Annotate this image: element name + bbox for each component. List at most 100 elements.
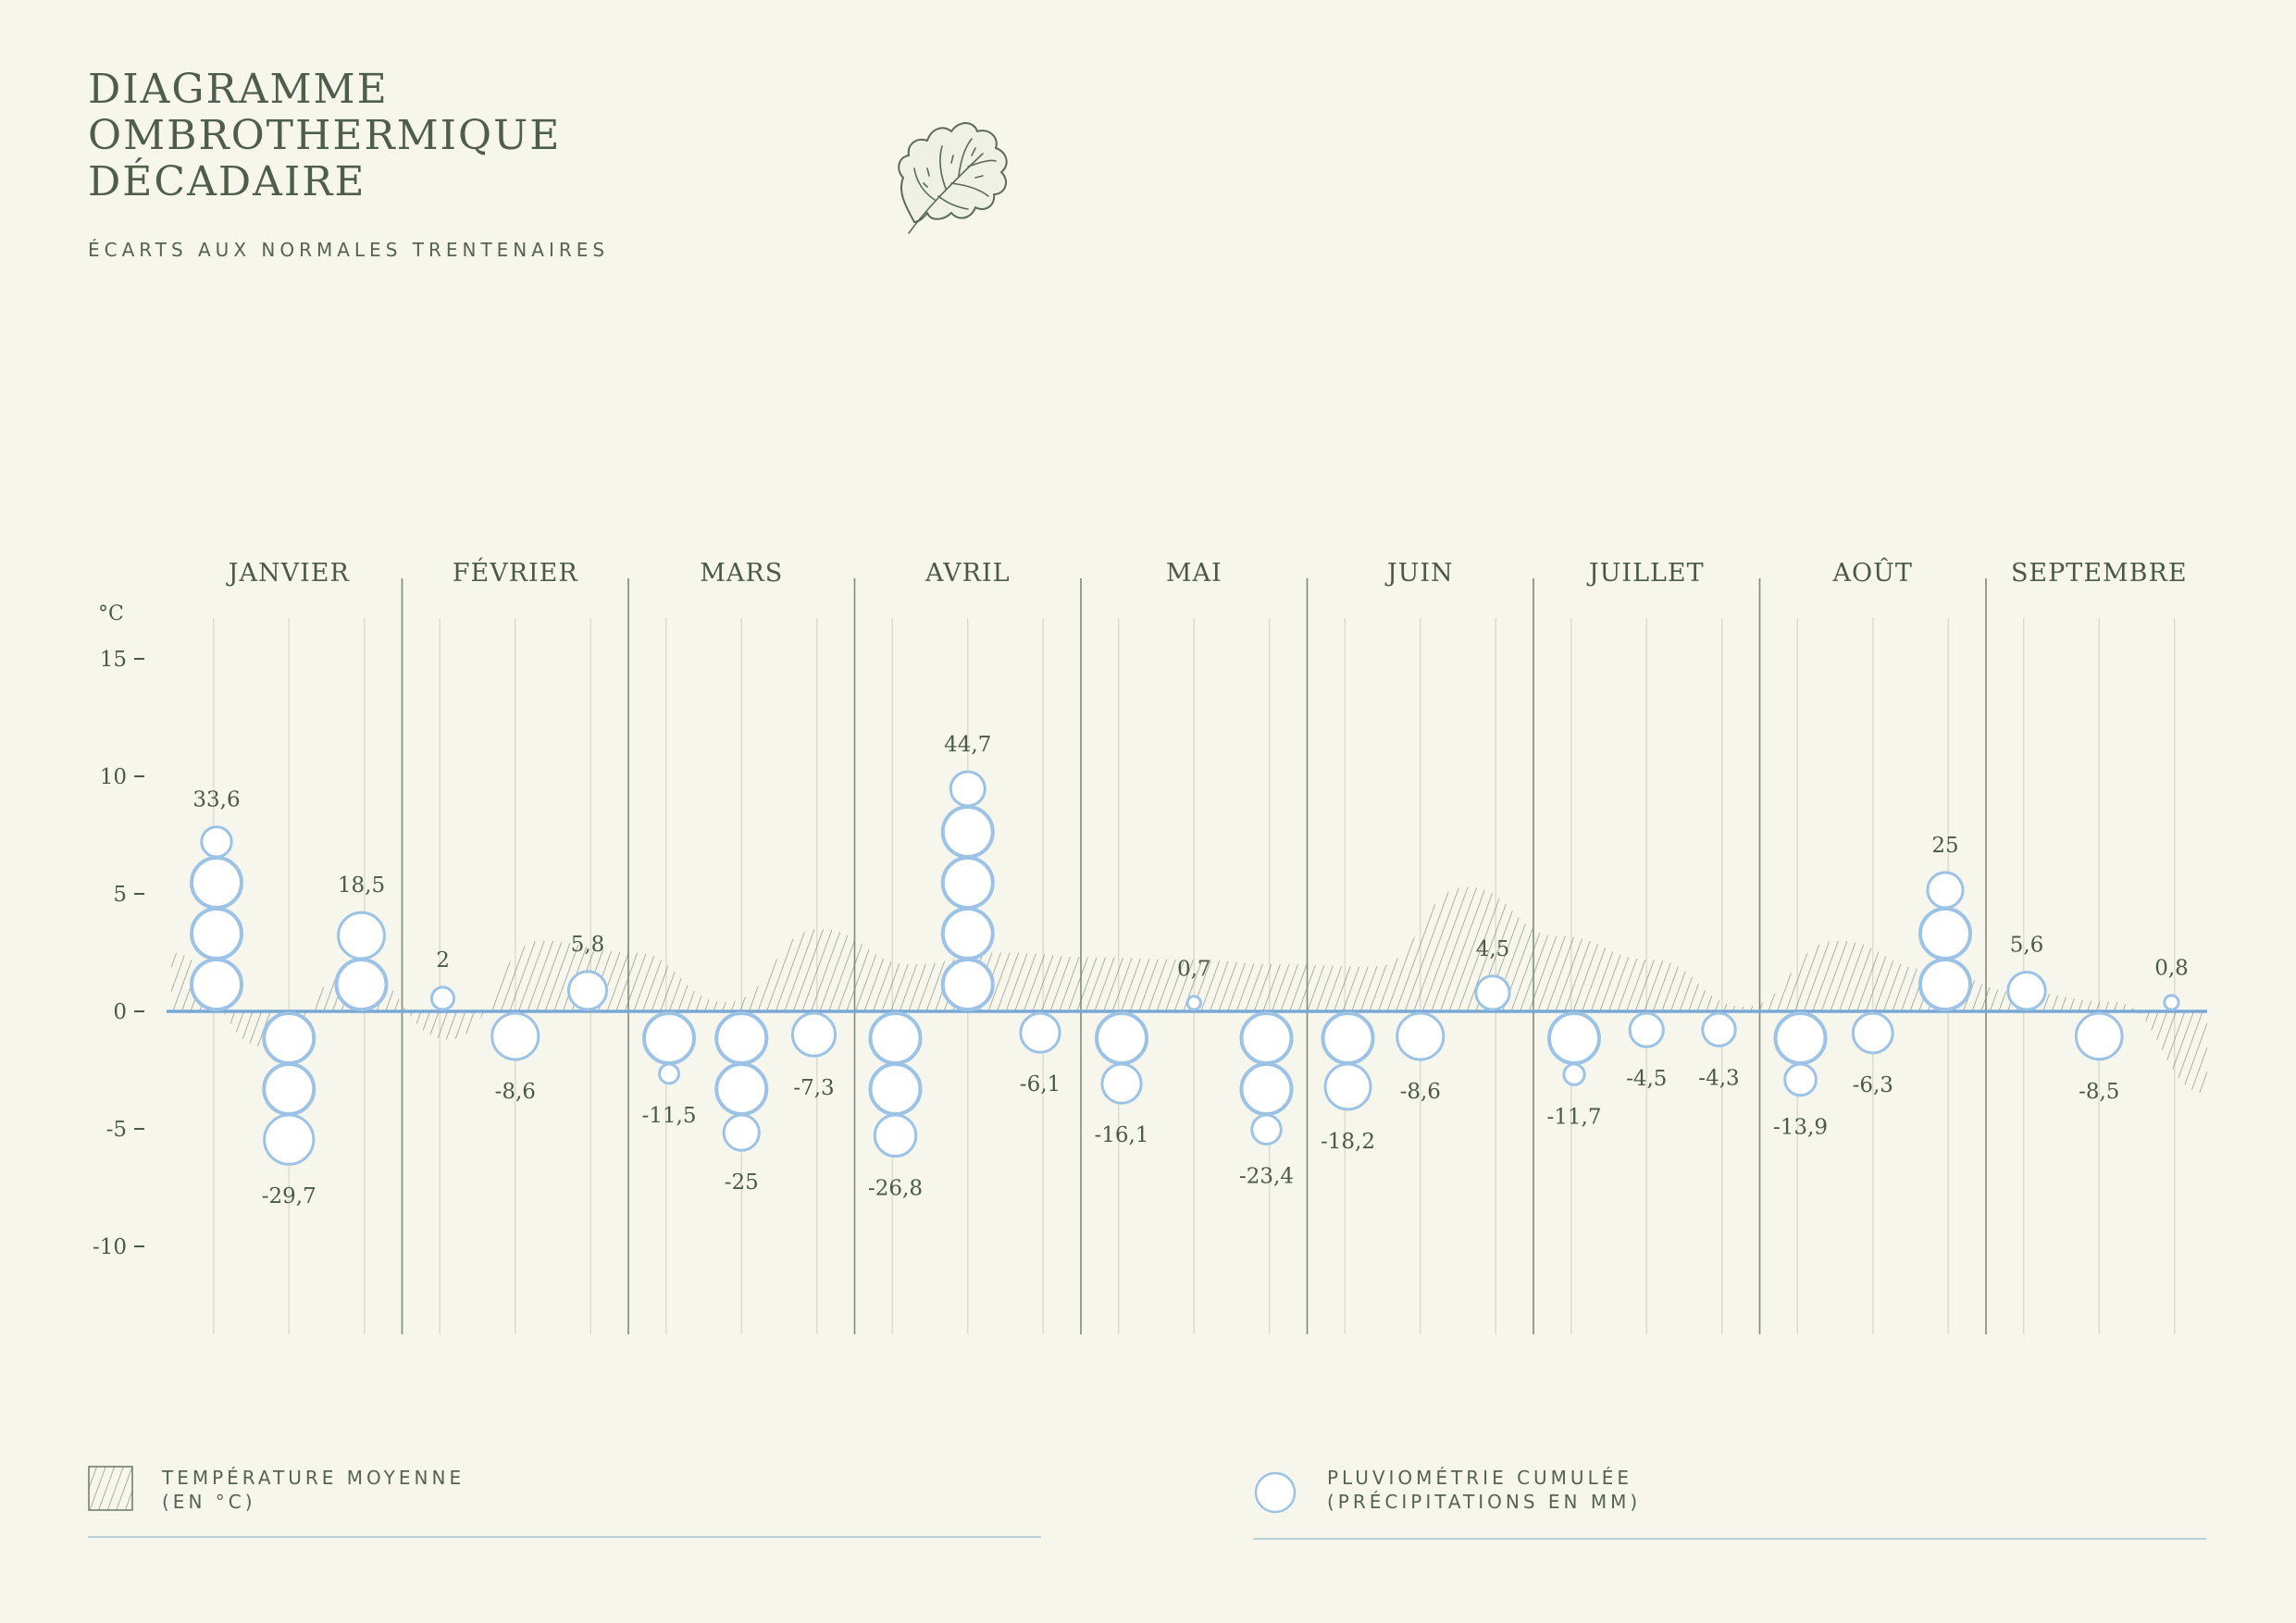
precipitation-bubble (263, 1113, 316, 1166)
precipitation-bubble (1100, 1062, 1143, 1105)
precipitation-bubble (200, 825, 233, 859)
precipitation-stack (1185, 995, 1202, 1011)
precipitation-bubble (1917, 958, 1972, 1011)
precipitation-stack (868, 1011, 923, 1158)
precipitation-bubble (1323, 1062, 1372, 1111)
precipitation-value-label: 5,8 (571, 933, 605, 957)
precipitation-value-label: 44,7 (944, 733, 991, 757)
precipitation-bubble (722, 1113, 761, 1152)
legend-line-text: PLUVIOMÉTRIE CUMULÉE (1327, 1467, 1632, 1489)
precipitation-stack (1019, 1011, 1061, 1054)
precipitation-bubble (262, 1062, 316, 1116)
legend-line-text: TEMPÉRATURE MOYENNE (162, 1467, 465, 1489)
y-axis-unit: °C (98, 602, 124, 626)
precipitation-bubble (1701, 1011, 1737, 1047)
precipitation-value-label: -8,6 (495, 1080, 536, 1104)
precipitation-stack (940, 770, 995, 1011)
leaf-icon (898, 122, 1008, 234)
precipitation-value-label: -4,3 (1698, 1066, 1739, 1090)
temperature-legend-label: TEMPÉRATURE MOYENNE (EN °C) (162, 1466, 465, 1514)
page-subtitle: ÉCARTS AUX NORMALES TRENTENAIRES (88, 239, 610, 261)
precipitation-bubble (2006, 971, 2047, 1011)
precipitation-stack (1547, 1011, 1602, 1086)
month-label: MAI (1166, 559, 1222, 588)
precipitation-bubble (714, 1062, 769, 1116)
precipitation-value-label: -8,6 (1400, 1080, 1441, 1104)
month-label: AVRIL (925, 559, 1011, 588)
precipitation-bubble (1474, 974, 1511, 1011)
precipitation-stack (1701, 1011, 1737, 1047)
legend-line-text: (PRÉCIPITATIONS EN MM) (1327, 1491, 1642, 1513)
precipitation-bubble (1926, 871, 1965, 910)
precipitation-bubble (429, 985, 456, 1011)
precipitation-stack (790, 1011, 838, 1058)
precipitation-bubble (873, 1113, 918, 1158)
precipitation-bubble (190, 856, 244, 910)
legend-divider (1253, 1538, 2206, 1540)
precipitation-stack (490, 1011, 540, 1061)
precipitation-bubble (1321, 1011, 1375, 1065)
y-tick-label: 10 (100, 765, 127, 789)
precipitation-value-label: -25 (725, 1171, 759, 1195)
month-label: JANVIER (226, 559, 350, 588)
month-label: AOÛT (1832, 556, 1913, 588)
precipitation-bubble (1628, 1011, 1665, 1048)
precipitation-bubble (1185, 995, 1202, 1011)
legend-divider (88, 1536, 1041, 1538)
precipitation-stack (1321, 1011, 1375, 1111)
precipitation-value-label: 33,6 (192, 788, 240, 812)
precipitation-stack (1773, 1011, 1828, 1097)
precipitation-value-label: -7,3 (793, 1076, 834, 1100)
precipitation-value-label: -29,7 (262, 1184, 316, 1208)
temperature-legend-swatch (88, 1466, 133, 1511)
precipitation-bubble (714, 1011, 769, 1065)
precipitation-stack (429, 985, 456, 1011)
y-tick-label: 5 (113, 883, 127, 907)
precipitation-bubble (1547, 1011, 1602, 1065)
precipitation-stack (334, 911, 389, 1011)
month-label: JUILLET (1586, 559, 1705, 588)
precipitation-stack (1628, 1011, 1665, 1048)
precipitation-bubble (1851, 1011, 1894, 1055)
precipitation-bubble (1396, 1011, 1446, 1061)
precipitation-bubble (1250, 1113, 1283, 1146)
precipitation-stack (1239, 1011, 1294, 1146)
precipitation-stack (2006, 971, 2047, 1011)
precipitation-bubble (940, 805, 995, 859)
precipitation-bubble (1095, 1011, 1149, 1065)
precipitation-bubble (868, 1062, 923, 1116)
y-tick-label: -5 (106, 1118, 127, 1142)
precipitation-value-label: 5,6 (2010, 934, 2044, 958)
precipitation-stack (566, 970, 609, 1011)
precipitation-bubble (1773, 1011, 1828, 1065)
precipitation-bubble (1239, 1011, 1294, 1065)
precipitation-bubble (1019, 1011, 1061, 1054)
precipitation-bubble (334, 958, 389, 1011)
precipitation-bubble (642, 1011, 697, 1065)
precipitation-bubble (337, 911, 386, 960)
precipitation-bubble (2163, 994, 2180, 1011)
ombrothermic-chart: JANVIER FÉVRIER MARS AVRIL MAI JUIN JUILLET AOÛ… (93, 556, 2207, 1334)
month-label: JUIN (1384, 559, 1454, 588)
precipitation-legend-label: PLUVIOMÉTRIE CUMULÉE (PRÉCIPITATIONS EN … (1327, 1466, 1641, 1514)
y-tick-label: -10 (93, 1235, 127, 1259)
precipitation-stack (642, 1011, 697, 1085)
precipitation-bubble (1783, 1062, 1818, 1097)
precipitation-value-label: 18,5 (338, 873, 385, 898)
precipitation-bubble (658, 1062, 680, 1085)
temperature-area (171, 886, 2207, 1094)
precipitation-stack (1474, 974, 1511, 1011)
precipitation-stack (190, 825, 244, 1011)
precipitation-value-label: 2 (436, 948, 450, 973)
precipitation-bubble (949, 770, 987, 808)
precipitation-bubble (940, 856, 995, 910)
precipitation-value-label: 0,8 (2154, 957, 2189, 981)
precipitation-value-label: -18,2 (1321, 1130, 1375, 1154)
precipitation-value-label: -23,4 (1239, 1164, 1294, 1188)
precipitation-bubble (1917, 907, 1972, 960)
precipitation-stack (1851, 1011, 1894, 1055)
precipitation-stack (262, 1011, 316, 1166)
page-title: DIAGRAMME OMBROTHERMIQUE DÉCADAIRE (88, 67, 561, 205)
precipitation-value-label: 25 (1931, 834, 1958, 858)
precipitation-stack (714, 1011, 769, 1152)
